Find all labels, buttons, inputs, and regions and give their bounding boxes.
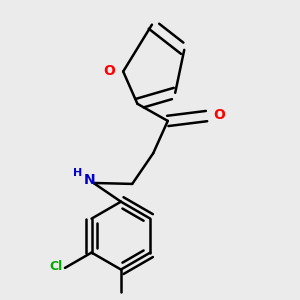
Text: O: O: [214, 108, 225, 122]
Text: O: O: [104, 64, 116, 79]
Text: N: N: [83, 173, 95, 187]
Text: Cl: Cl: [49, 260, 62, 273]
Text: H: H: [73, 168, 82, 178]
